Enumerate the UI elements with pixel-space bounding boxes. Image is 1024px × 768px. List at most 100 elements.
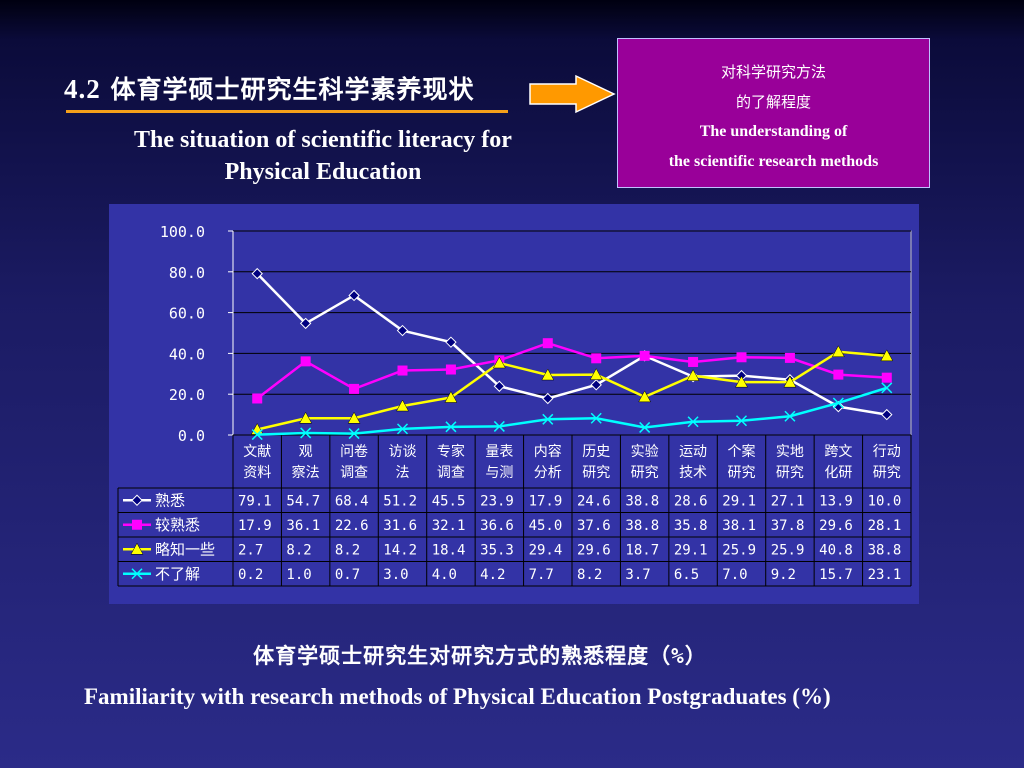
table-value: 29.6 xyxy=(577,542,611,558)
data-point xyxy=(396,324,409,337)
marker-x-stroke xyxy=(348,428,360,440)
x-category-label: 问卷 xyxy=(340,444,368,460)
marker-x-stroke xyxy=(300,427,312,439)
x-category-label: 行动 xyxy=(873,444,901,460)
plot-frame xyxy=(232,230,912,436)
data-point xyxy=(688,356,699,367)
data-point xyxy=(299,411,313,424)
table-value: 9.2 xyxy=(771,567,796,583)
data-point xyxy=(492,356,506,369)
table-value: 4.2 xyxy=(480,567,505,583)
data-point xyxy=(445,421,457,433)
caption-zh: 体育学硕士研究生对研究方式的熟悉程度（%） xyxy=(253,644,707,668)
data-point xyxy=(783,375,797,388)
x-category-label: 历史 xyxy=(582,444,610,460)
x-category-label: 实地 xyxy=(776,444,804,460)
y-tick-label: 60.0 xyxy=(169,305,205,323)
x-category-label: 个案 xyxy=(728,443,756,460)
x-category-label: 察法 xyxy=(292,464,320,481)
data-point xyxy=(880,349,894,362)
marker-x-stroke xyxy=(687,416,699,428)
x-category-label: 研究 xyxy=(631,465,659,481)
x-category-label: 研究 xyxy=(776,465,804,481)
data-point xyxy=(251,267,263,280)
data-point xyxy=(349,383,360,394)
data-point xyxy=(784,410,796,422)
chart-panel: 100.0 80.0 60.0 40.0 20.0 0.0 文献 资料 观察法 问卷 调查 访谈法 专家… xyxy=(109,204,919,604)
title-underline xyxy=(66,110,508,113)
table-value: 29.4 xyxy=(529,542,563,558)
legend-key-marker xyxy=(131,568,143,580)
table-value: 6.5 xyxy=(674,567,699,583)
data-point xyxy=(735,375,748,388)
title-en-line2: Physical Education xyxy=(224,159,422,185)
data-point xyxy=(735,415,748,427)
data-point xyxy=(299,317,312,330)
table-value: 8.2 xyxy=(286,542,311,558)
title-en-line1: The situation of scientific literacy for xyxy=(134,127,512,153)
data-point xyxy=(590,412,602,424)
marker-x-stroke xyxy=(251,429,263,441)
data-point xyxy=(881,408,893,421)
table-value: 10.0 xyxy=(868,493,902,509)
data-point xyxy=(832,397,844,409)
x-category-label: 文献 xyxy=(243,444,271,460)
data-point xyxy=(687,416,699,428)
table-value: 31.6 xyxy=(383,518,417,534)
marker-x-stroke xyxy=(590,412,602,424)
data-point xyxy=(638,390,652,403)
x-category-label: 法 xyxy=(396,465,410,481)
table-value: 8.2 xyxy=(577,567,602,583)
x-category-label: 运动 xyxy=(679,444,707,460)
x-category-label: 研究 xyxy=(582,465,610,481)
x-category-label: 内容 xyxy=(534,443,562,460)
marker-x-stroke xyxy=(881,382,893,394)
legend-label: 较熟悉 xyxy=(155,516,200,534)
data-point xyxy=(397,365,408,376)
series-line xyxy=(256,350,887,431)
marker-x-stroke xyxy=(493,420,505,432)
legend-key-marker xyxy=(131,494,143,506)
marker-x-stroke xyxy=(131,568,143,580)
table-value: 38.8 xyxy=(868,542,902,558)
data-point xyxy=(686,369,700,381)
table-value: 32.1 xyxy=(432,518,466,534)
data-point xyxy=(831,345,845,358)
callout-box: 对科学研究方法 的了解程度 The understanding of the s… xyxy=(617,38,930,188)
table-value: 29.6 xyxy=(819,518,853,534)
table-value: 17.9 xyxy=(529,493,563,509)
table-value: 3.7 xyxy=(625,567,650,583)
marker-x-stroke xyxy=(784,410,796,422)
table-value: 13.9 xyxy=(819,493,853,509)
section-number: 4.2 xyxy=(64,74,101,104)
series-line xyxy=(256,341,887,400)
data-point xyxy=(251,429,263,441)
table-value: 4.0 xyxy=(432,567,457,583)
table-value: 38.8 xyxy=(625,493,659,509)
right-arrow-icon xyxy=(529,74,616,114)
data-point xyxy=(591,353,602,364)
table-value: 22.6 xyxy=(335,518,369,534)
table-value: 45.5 xyxy=(432,493,466,509)
table-value: 37.8 xyxy=(771,518,805,534)
table-value: 28.6 xyxy=(674,493,708,509)
table-value: 23.9 xyxy=(480,493,514,509)
x-category-label: 资料 xyxy=(243,465,271,481)
table-value: 28.1 xyxy=(868,518,902,534)
x-category-label: 研究 xyxy=(728,465,756,481)
table-value: 0.2 xyxy=(238,567,263,583)
data-point xyxy=(300,427,312,439)
caption-en: Familiarity with research methods of Phy… xyxy=(84,684,831,709)
x-category-label: 调查 xyxy=(437,465,465,481)
legend-label: 不了解 xyxy=(155,565,200,583)
table-value: 35.8 xyxy=(674,518,708,534)
table-value: 25.9 xyxy=(722,542,756,558)
table-value: 37.6 xyxy=(577,518,611,534)
series-line xyxy=(257,386,888,436)
data-point xyxy=(347,411,361,424)
x-category-label: 访谈 xyxy=(389,444,417,460)
table-value: 7.0 xyxy=(722,567,747,583)
table-value: 36.6 xyxy=(480,518,514,534)
table-value: 15.7 xyxy=(819,567,853,583)
